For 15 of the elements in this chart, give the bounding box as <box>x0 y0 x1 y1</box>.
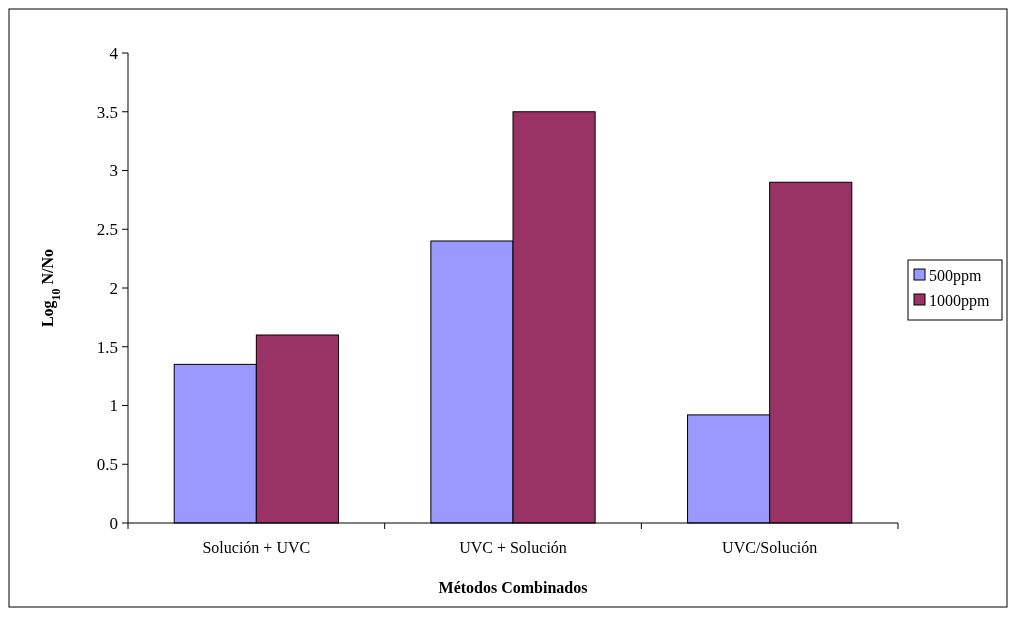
y-tick-label: 4 <box>109 43 119 63</box>
y-tick-label: 2.5 <box>96 220 118 240</box>
x-tick-label: UVC + Solución <box>459 539 567 556</box>
x-axis-title: Métodos Combinados <box>438 579 588 596</box>
y-tick-label: 1 <box>109 396 118 416</box>
y-tick-label: 2 <box>109 278 118 298</box>
x-tick-label: Solución + UVC <box>202 539 311 556</box>
y-tick-label: 3.5 <box>96 102 118 122</box>
y-tick-label: 0 <box>109 513 118 533</box>
x-tick-label: UVC/Solución <box>722 539 818 556</box>
y-tick-label: 0.5 <box>96 455 118 475</box>
y-tick-label: 1.5 <box>96 337 118 357</box>
legend-label: 1000ppm <box>929 291 990 310</box>
y-tick-label: 3 <box>109 161 118 181</box>
legend-label: 500ppm <box>929 266 982 285</box>
